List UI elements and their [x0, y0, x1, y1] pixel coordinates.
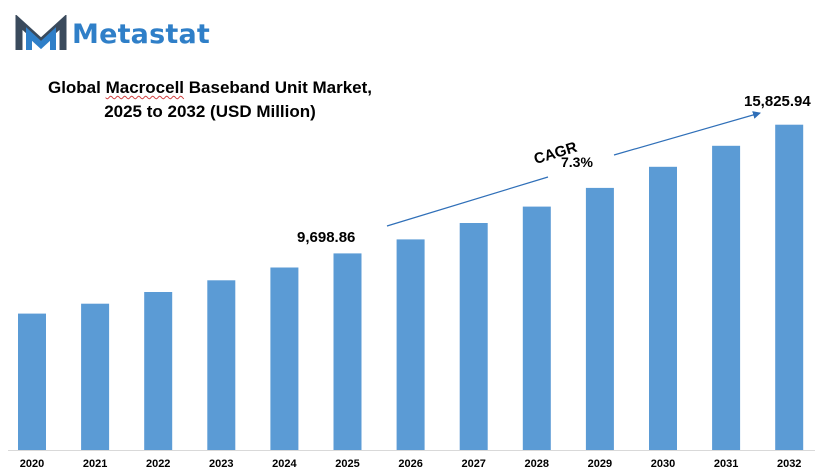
metastat-m-logo-icon [15, 15, 67, 50]
start-value-label: 9,698.86 [297, 229, 355, 246]
bar-2030 [649, 166, 677, 451]
end-value-label: 15,825.94 [744, 93, 811, 110]
chart-title-line2: 2025 to 2032 (USD Million) [104, 102, 316, 121]
x-tick-label-2028: 2028 [525, 458, 549, 470]
bar-2024 [270, 267, 299, 450]
x-tick-label-2026: 2026 [398, 458, 422, 470]
chart-title: Global Macrocell Baseband Unit Market, 2… [10, 76, 410, 124]
x-tick-label-2030: 2030 [651, 458, 675, 470]
chart-title-line1: Global Macrocell Baseband Unit Market, [10, 76, 410, 100]
cagr-trend-arrow [613, 111, 761, 156]
bar-2027 [459, 223, 488, 450]
brand-name: Metastat [72, 18, 211, 50]
x-tick-label-2032: 2032 [777, 458, 801, 470]
x-tick-label-2027: 2027 [461, 458, 485, 470]
bar-2022 [144, 292, 173, 450]
bar-2023 [207, 280, 236, 450]
x-tick-label-2021: 2021 [83, 458, 107, 470]
bar-2021 [81, 303, 110, 450]
x-tick-label-2020: 2020 [20, 458, 44, 470]
x-tick-label-2023: 2023 [209, 458, 233, 470]
cagr-value-label: 7.3% [561, 154, 593, 170]
x-tick-label-2029: 2029 [588, 458, 612, 470]
bar-2020 [18, 313, 46, 450]
bar-2028 [522, 206, 551, 450]
x-tick-label-2022: 2022 [146, 458, 170, 470]
cagr-trend-line [386, 176, 549, 227]
bar-2025 [333, 253, 362, 450]
chart-title-post: Baseband Unit Market, [184, 78, 373, 97]
bar-2026 [396, 239, 425, 450]
x-tick-label-2031: 2031 [714, 458, 738, 470]
brand-logo: Metastat [14, 14, 210, 54]
bar-2029 [585, 187, 614, 450]
x-tick-label-2024: 2024 [272, 458, 297, 470]
chart-title-pre: Global [47, 78, 106, 97]
bar-2031 [712, 145, 741, 451]
x-tick-label-2025: 2025 [335, 458, 359, 470]
bar-2032 [775, 124, 804, 450]
chart-title-flagged-word: Macrocell [105, 78, 185, 97]
